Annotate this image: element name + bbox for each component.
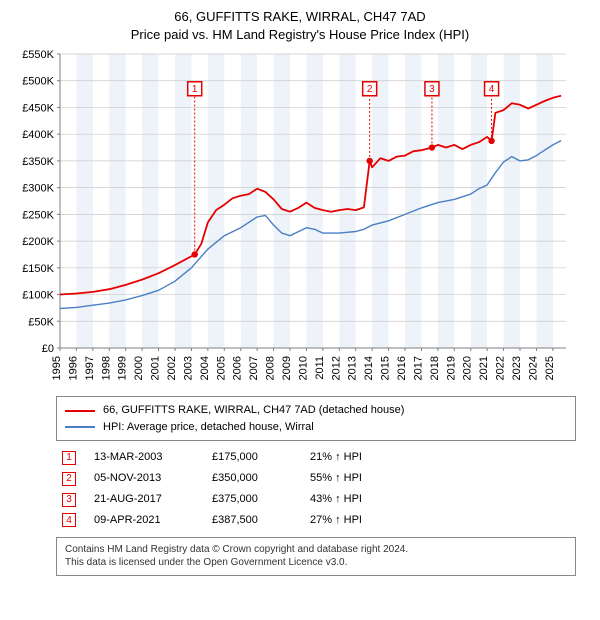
event-pct-2: 55% ↑ HPI	[310, 468, 410, 489]
svg-text:1997: 1997	[84, 356, 96, 380]
attribution-box: Contains HM Land Registry data © Crown c…	[56, 537, 576, 576]
svg-text:2005: 2005	[215, 356, 227, 380]
svg-text:2003: 2003	[182, 356, 194, 380]
event-row-1: 1 13-MAR-2003 £175,000 21% ↑ HPI	[56, 447, 576, 468]
svg-text:2020: 2020	[462, 356, 474, 380]
svg-text:1999: 1999	[117, 356, 129, 380]
svg-text:1996: 1996	[67, 356, 79, 380]
svg-text:2015: 2015	[380, 356, 392, 380]
svg-text:2004: 2004	[199, 356, 211, 380]
svg-text:2012: 2012	[330, 356, 342, 380]
attribution-line-1: Contains HM Land Registry data © Crown c…	[65, 543, 567, 557]
svg-text:2019: 2019	[445, 356, 457, 380]
event-pct-1: 21% ↑ HPI	[310, 447, 410, 468]
event-price-2: £350,000	[212, 468, 292, 489]
event-price-1: £175,000	[212, 447, 292, 468]
title-line-2: Price paid vs. HM Land Registry's House …	[12, 26, 588, 44]
attribution-line-2: This data is licensed under the Open Gov…	[65, 556, 567, 570]
title-line-1: 66, GUFFITTS RAKE, WIRRAL, CH47 7AD	[12, 8, 588, 26]
event-date-2: 05-NOV-2013	[94, 468, 194, 489]
svg-text:£500K: £500K	[22, 76, 54, 88]
legend-label-hpi: HPI: Average price, detached house, Wirr…	[103, 419, 314, 436]
event-marker-1: 1	[62, 451, 76, 465]
svg-text:2017: 2017	[412, 356, 424, 380]
svg-text:2002: 2002	[166, 356, 178, 380]
legend-swatch-property	[65, 410, 95, 412]
svg-text:£100K: £100K	[22, 290, 54, 302]
legend-row-hpi: HPI: Average price, detached house, Wirr…	[65, 419, 567, 436]
events-table: 1 13-MAR-2003 £175,000 21% ↑ HPI 2 05-NO…	[56, 447, 576, 531]
svg-text:2006: 2006	[232, 356, 244, 380]
svg-text:£250K: £250K	[22, 210, 54, 222]
svg-text:£300K: £300K	[22, 183, 54, 195]
svg-text:2: 2	[367, 85, 373, 96]
svg-text:4: 4	[489, 85, 495, 96]
legend-row-property: 66, GUFFITTS RAKE, WIRRAL, CH47 7AD (det…	[65, 402, 567, 419]
title-block: 66, GUFFITTS RAKE, WIRRAL, CH47 7AD Pric…	[12, 8, 588, 44]
svg-text:2009: 2009	[281, 356, 293, 380]
svg-text:2025: 2025	[544, 356, 556, 380]
svg-text:£0: £0	[42, 343, 54, 355]
svg-text:2000: 2000	[133, 356, 145, 380]
svg-text:2022: 2022	[495, 356, 507, 380]
event-marker-4: 4	[62, 513, 76, 527]
event-pct-3: 43% ↑ HPI	[310, 489, 410, 510]
svg-text:1995: 1995	[51, 356, 63, 380]
svg-text:£200K: £200K	[22, 236, 54, 248]
event-row-2: 2 05-NOV-2013 £350,000 55% ↑ HPI	[56, 468, 576, 489]
svg-text:1998: 1998	[100, 356, 112, 380]
svg-text:2024: 2024	[527, 356, 539, 380]
svg-text:2013: 2013	[347, 356, 359, 380]
event-date-4: 09-APR-2021	[94, 510, 194, 531]
svg-text:£350K: £350K	[22, 156, 54, 168]
legend-swatch-hpi	[65, 426, 95, 428]
chart-area: £0 £50K £100K £150K £200K £250K £300K £350K £400…	[12, 50, 588, 390]
svg-text:1: 1	[192, 85, 198, 96]
svg-text:2001: 2001	[150, 356, 162, 380]
svg-text:2011: 2011	[314, 356, 326, 380]
event-price-3: £375,000	[212, 489, 292, 510]
svg-text:£550K: £550K	[22, 50, 54, 61]
event-price-4: £387,500	[212, 510, 292, 531]
svg-text:2021: 2021	[478, 356, 490, 380]
event-row-4: 4 09-APR-2021 £387,500 27% ↑ HPI	[56, 510, 576, 531]
svg-text:£150K: £150K	[22, 263, 54, 275]
page-container: 66, GUFFITTS RAKE, WIRRAL, CH47 7AD Pric…	[0, 0, 600, 586]
svg-text:2018: 2018	[429, 356, 441, 380]
legend-box: 66, GUFFITTS RAKE, WIRRAL, CH47 7AD (det…	[56, 396, 576, 441]
svg-text:£400K: £400K	[22, 130, 54, 142]
svg-text:2010: 2010	[297, 356, 309, 380]
event-marker-2: 2	[62, 472, 76, 486]
svg-text:2016: 2016	[396, 356, 408, 380]
legend-label-property: 66, GUFFITTS RAKE, WIRRAL, CH47 7AD (det…	[103, 402, 404, 419]
svg-text:2008: 2008	[265, 356, 277, 380]
svg-text:2007: 2007	[248, 356, 260, 380]
event-date-3: 21-AUG-2017	[94, 489, 194, 510]
event-pct-4: 27% ↑ HPI	[310, 510, 410, 531]
svg-text:2014: 2014	[363, 356, 375, 380]
event-date-1: 13-MAR-2003	[94, 447, 194, 468]
svg-text:£450K: £450K	[22, 103, 54, 115]
svg-text:2023: 2023	[511, 356, 523, 380]
chart-svg: £0 £50K £100K £150K £200K £250K £300K £350K £400…	[12, 50, 572, 390]
event-row-3: 3 21-AUG-2017 £375,000 43% ↑ HPI	[56, 489, 576, 510]
event-marker-3: 3	[62, 493, 76, 507]
svg-text:3: 3	[429, 85, 435, 96]
svg-text:£50K: £50K	[28, 317, 54, 329]
